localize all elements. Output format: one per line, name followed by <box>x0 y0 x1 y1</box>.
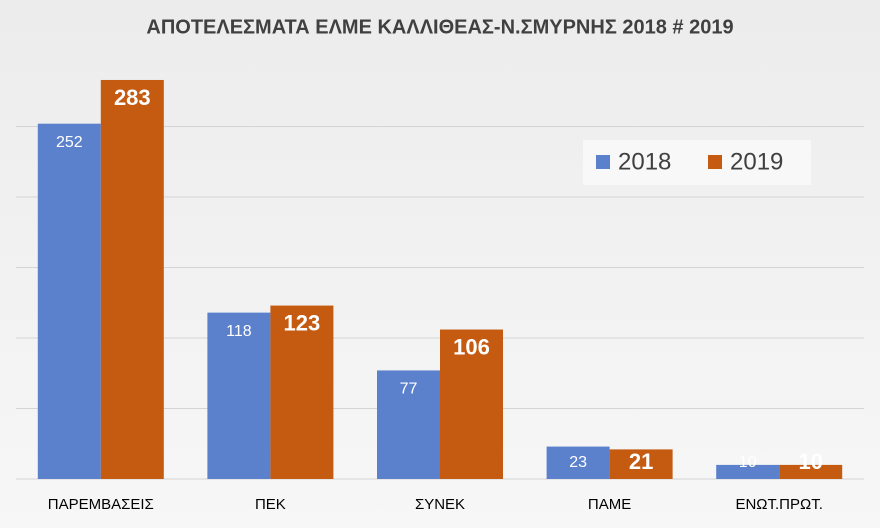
bar <box>609 449 673 479</box>
data-label: 283 <box>114 85 151 110</box>
bar <box>440 329 503 479</box>
bar <box>716 464 780 479</box>
bar <box>270 305 334 479</box>
legend-label: 2019 <box>730 148 783 175</box>
legend-swatch <box>708 155 722 169</box>
legend-label: 2018 <box>618 148 671 175</box>
data-label: 252 <box>56 134 83 151</box>
legend-box <box>583 140 811 185</box>
x-tick-label: ΠΑΜΕ <box>588 496 631 513</box>
chart-title: ΑΠΟΤΕΛΕΣΜΑΤΑ ΕΛΜΕ ΚΑΛΛΙΘΕΑΣ-Ν.ΣΜΥΡΝΗΣ 20… <box>146 16 733 38</box>
data-label: 77 <box>400 381 418 398</box>
bar <box>207 312 271 479</box>
bar <box>37 123 101 480</box>
x-tick-label: ΣΥΝΕΚ <box>415 496 465 513</box>
data-label: 106 <box>453 334 490 359</box>
data-label: 23 <box>569 454 587 471</box>
x-tick-label: ΠΑΡΕΜΒΑΣΕΙΣ <box>48 496 154 513</box>
bar <box>546 446 610 479</box>
bar <box>779 464 843 479</box>
data-label: 10 <box>798 449 822 474</box>
bar <box>377 370 440 479</box>
data-label: 118 <box>226 323 252 340</box>
x-tick-label: ΕΝΩΤ.ΠΡΩΤ. <box>735 496 822 513</box>
data-label: 10 <box>739 454 757 471</box>
data-label: 123 <box>284 310 321 335</box>
x-tick-label: ΠΕΚ <box>255 496 286 513</box>
data-label: 21 <box>629 449 653 474</box>
legend-swatch <box>596 155 610 169</box>
bar <box>100 79 164 479</box>
